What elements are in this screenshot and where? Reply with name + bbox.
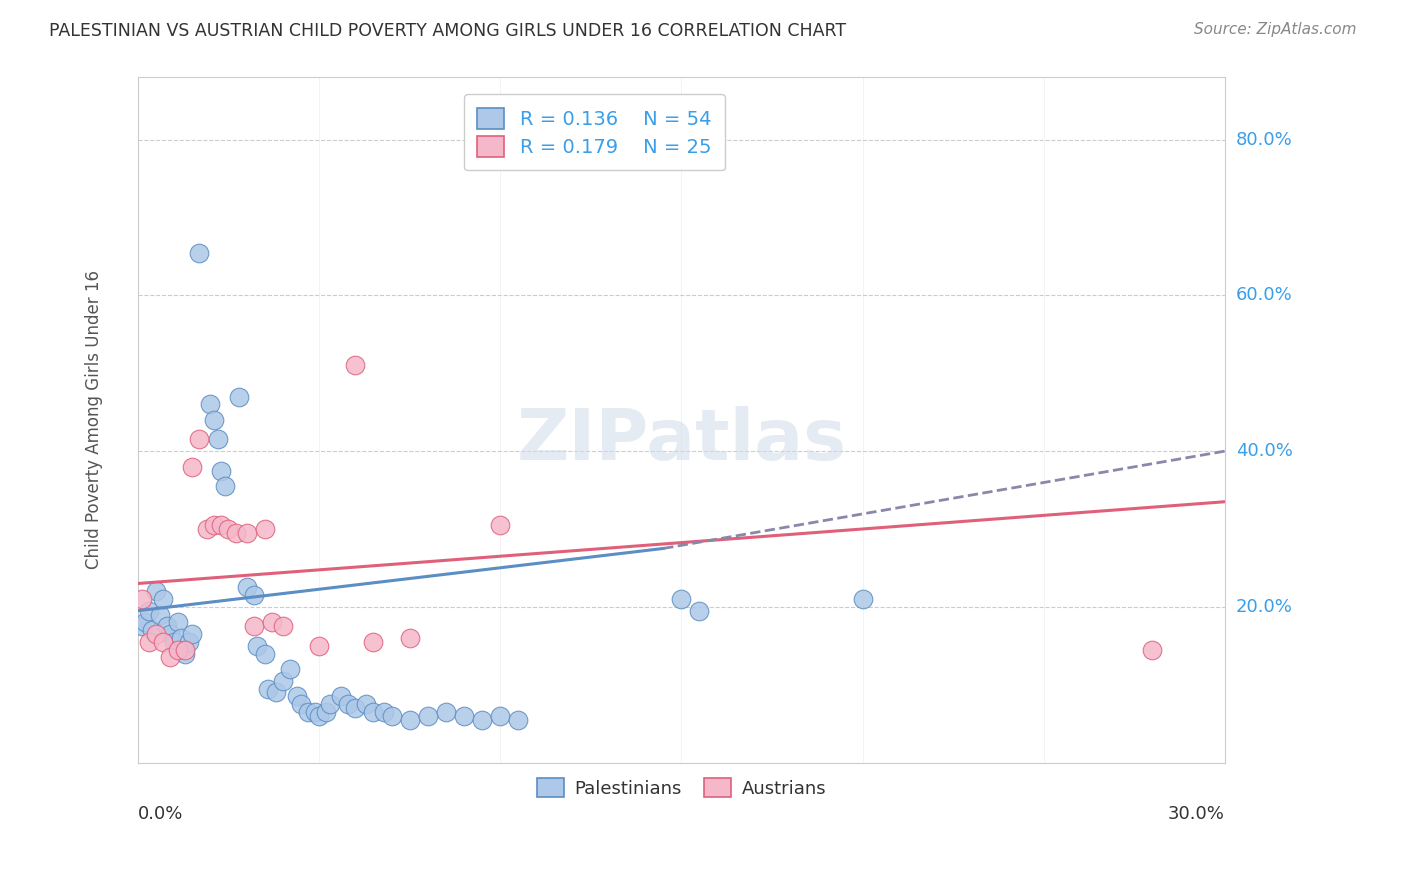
Point bbox=[271, 619, 294, 633]
Text: ZIPatlas: ZIPatlas bbox=[516, 406, 846, 475]
Point bbox=[851, 592, 873, 607]
Point bbox=[145, 627, 167, 641]
Point bbox=[138, 635, 160, 649]
Point bbox=[416, 709, 439, 723]
Point bbox=[174, 647, 197, 661]
Point bbox=[131, 592, 153, 607]
Text: 0.0%: 0.0% bbox=[138, 805, 183, 823]
Point bbox=[141, 624, 163, 638]
Text: Child Poverty Among Girls Under 16: Child Poverty Among Girls Under 16 bbox=[86, 270, 104, 569]
Point bbox=[181, 627, 204, 641]
Text: 80.0%: 80.0% bbox=[1236, 131, 1292, 149]
Point bbox=[181, 459, 204, 474]
Point bbox=[207, 433, 229, 447]
Point bbox=[471, 713, 494, 727]
Point bbox=[188, 245, 211, 260]
Point bbox=[195, 522, 218, 536]
Point bbox=[138, 604, 160, 618]
Point bbox=[228, 390, 250, 404]
Point bbox=[290, 697, 312, 711]
Point bbox=[329, 690, 352, 704]
Point bbox=[253, 647, 276, 661]
Point bbox=[489, 518, 512, 533]
Point bbox=[134, 615, 156, 630]
Point bbox=[209, 518, 232, 533]
Text: 20.0%: 20.0% bbox=[1236, 598, 1292, 615]
Point bbox=[319, 697, 342, 711]
Text: PALESTINIAN VS AUSTRIAN CHILD POVERTY AMONG GIRLS UNDER 16 CORRELATION CHART: PALESTINIAN VS AUSTRIAN CHILD POVERTY AM… bbox=[49, 22, 846, 40]
Point bbox=[156, 619, 179, 633]
Point bbox=[145, 584, 167, 599]
Point bbox=[264, 685, 287, 699]
Point bbox=[149, 607, 172, 622]
Point bbox=[202, 413, 225, 427]
Text: 60.0%: 60.0% bbox=[1236, 286, 1292, 304]
Point bbox=[235, 525, 257, 540]
Point bbox=[188, 433, 211, 447]
Point bbox=[209, 464, 232, 478]
Point bbox=[257, 681, 280, 696]
Point bbox=[235, 580, 257, 594]
Point bbox=[308, 709, 330, 723]
Point bbox=[271, 673, 294, 688]
Point bbox=[152, 635, 174, 649]
Point bbox=[163, 635, 186, 649]
Point bbox=[225, 525, 247, 540]
Legend: Palestinians, Austrians: Palestinians, Austrians bbox=[530, 771, 834, 805]
Point bbox=[308, 639, 330, 653]
Point bbox=[285, 690, 308, 704]
Point bbox=[159, 650, 181, 665]
Point bbox=[1142, 642, 1164, 657]
Point bbox=[304, 705, 326, 719]
Point bbox=[174, 642, 197, 657]
Text: 30.0%: 30.0% bbox=[1168, 805, 1225, 823]
Point bbox=[166, 642, 188, 657]
Point bbox=[489, 709, 512, 723]
Point bbox=[214, 479, 236, 493]
Point bbox=[337, 697, 360, 711]
Point bbox=[380, 709, 402, 723]
Point bbox=[166, 615, 188, 630]
Point bbox=[363, 705, 385, 719]
Text: 40.0%: 40.0% bbox=[1236, 442, 1292, 460]
Point bbox=[363, 635, 385, 649]
Point bbox=[344, 701, 367, 715]
Point bbox=[315, 705, 337, 719]
Point bbox=[671, 592, 693, 607]
Point bbox=[398, 631, 420, 645]
Point bbox=[170, 631, 193, 645]
Point bbox=[453, 709, 475, 723]
Point bbox=[434, 705, 457, 719]
Point bbox=[159, 627, 181, 641]
Point bbox=[398, 713, 420, 727]
Point bbox=[202, 518, 225, 533]
Point bbox=[246, 639, 269, 653]
Point bbox=[260, 615, 283, 630]
Point bbox=[243, 588, 266, 602]
Point bbox=[177, 635, 200, 649]
Point bbox=[688, 604, 710, 618]
Text: Source: ZipAtlas.com: Source: ZipAtlas.com bbox=[1194, 22, 1357, 37]
Point bbox=[131, 619, 153, 633]
Point bbox=[243, 619, 266, 633]
Point bbox=[217, 522, 239, 536]
Point bbox=[200, 397, 222, 411]
Point bbox=[373, 705, 395, 719]
Point bbox=[152, 592, 174, 607]
Point bbox=[508, 713, 530, 727]
Point bbox=[253, 522, 276, 536]
Point bbox=[278, 662, 301, 676]
Point bbox=[297, 705, 319, 719]
Point bbox=[344, 359, 367, 373]
Point bbox=[354, 697, 377, 711]
